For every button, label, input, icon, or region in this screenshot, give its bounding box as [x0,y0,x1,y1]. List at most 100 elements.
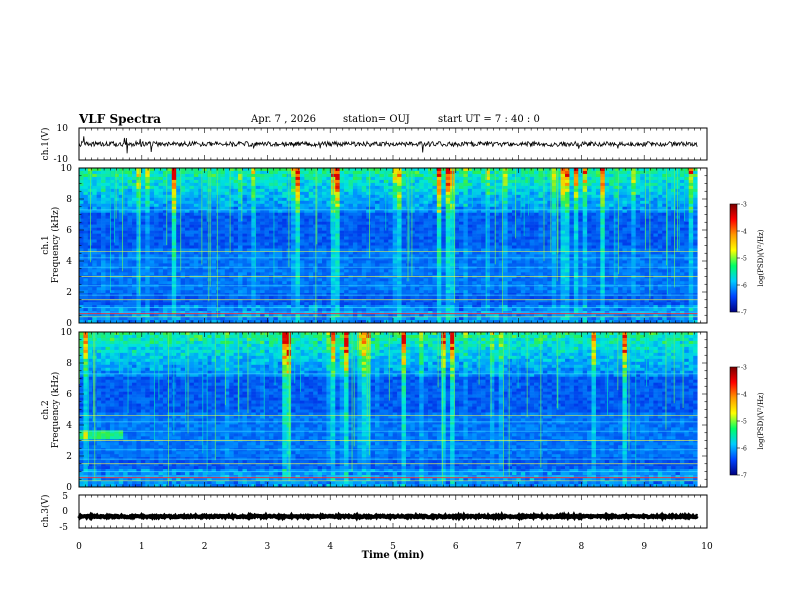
spectrogram-cell [224,266,230,270]
spectrogram-cell [291,179,296,184]
spectrogram-cell [428,194,433,199]
spectrogram-cell [118,263,124,267]
spectrogram-cell [339,168,345,172]
spectrogram-cell [158,242,164,246]
spectrogram-cell [83,254,89,258]
spectrogram-cell [255,275,261,279]
spectrogram-cell [299,290,305,294]
spectrogram-cell [246,173,252,178]
spectrogram-cell [101,314,106,318]
spectrogram-cell [436,257,442,261]
spectrogram-cell [123,260,128,264]
spectrogram-cell [202,257,208,261]
spectrogram-cell [458,206,464,211]
spectrogram-cell [463,233,469,237]
spectrogram-cell [114,254,120,258]
spectrogram-cell [467,188,473,193]
spectrogram-cell [167,299,173,303]
spectrogram-cell [423,215,429,219]
spectrogram-cell [304,263,310,267]
spectrogram-cell [476,236,482,240]
spectrogram-cell [291,251,296,255]
spectrogram-cell [220,254,226,258]
spectrogram-cell [118,266,124,270]
station-label: station= OUJ [343,114,410,125]
spectrogram-cell [450,299,455,303]
spectrogram-cell [238,269,243,273]
spectrogram-cell [348,299,354,303]
spectrogram-cell [154,227,159,231]
spectrogram-cell [176,236,181,240]
spectrogram-cell [335,200,340,205]
spectrogram-cell [79,242,84,246]
spectrogram-cell [357,269,363,273]
spectrogram-cell [140,281,146,285]
spectrogram-cell [149,314,155,318]
spectrogram-cell [246,191,252,196]
spectrogram-cell [83,296,89,300]
spectrogram-cell [414,317,420,321]
spectrogram-cell [158,218,164,222]
spectrogram-cell [441,314,447,318]
spectrogram-cell [109,191,115,196]
spectrogram-cell [410,266,416,270]
spectrogram-cell [370,308,376,312]
spectrogram-cell [330,263,336,267]
spectrogram-cell [317,242,323,246]
spectrogram-cell [229,296,234,300]
spectrogram-cell [114,281,120,285]
spectrogram-cell [255,296,261,300]
spectrogram-cell [198,212,204,216]
spectrogram-cell [476,197,482,202]
spectrogram-cell [277,194,283,199]
spectrogram-cell [410,239,416,243]
spectrogram-cell [251,263,257,267]
spectrogram-cell [286,272,292,276]
spectrogram-cell [246,305,252,309]
spectrogram-cell [454,278,460,282]
spectrogram-cell [357,257,363,261]
spectrogram-cell [467,230,473,234]
spectrogram-cell [467,170,473,175]
spectrogram-cell [330,245,336,249]
spectrogram-cell [463,281,469,285]
spectrogram-cell [357,248,363,252]
spectrogram-cell [105,218,111,222]
spectrogram-cell [189,302,195,306]
spectrogram-cell [423,221,429,225]
spectrogram-cell [299,221,305,225]
spectrogram-cell [352,209,358,214]
spectrogram-cell [317,305,323,309]
spectrogram-cell [322,290,327,294]
spectrogram-cell [233,182,239,187]
spectrogram-cell [220,224,226,228]
spectrogram-cell [158,203,164,208]
spectrogram-cell [419,269,424,273]
spectrogram-cell [436,272,442,276]
spectrogram-cell [167,311,173,315]
spectrogram-cell [401,281,407,285]
spectrogram-cell [242,263,248,267]
spectrogram-cell [370,224,376,228]
spectrogram-cell [145,299,150,303]
spectrogram-cell [136,215,142,219]
spectrogram-cell [207,182,212,187]
spectrogram-cell [436,254,442,258]
spectrogram-cell [193,197,199,202]
spectrogram-cell [246,224,252,228]
spectrogram-cell [145,212,150,216]
spectrogram-cell [370,314,376,318]
spectrogram-cell [392,206,398,211]
spectrogram-cell [251,305,257,309]
spectrogram-cell [383,311,389,315]
spectrogram-cell [114,248,120,252]
spectrogram-cell [330,272,336,276]
spectrogram-cell [463,305,469,309]
spectrogram-cell [436,251,442,255]
spectrogram-cell [109,206,115,211]
spectrogram-cell [295,287,301,291]
spectrogram-cell [109,212,115,216]
spectrogram-cell [87,287,93,291]
spectrogram-cell [326,185,332,190]
spectrogram-cell [361,308,367,312]
